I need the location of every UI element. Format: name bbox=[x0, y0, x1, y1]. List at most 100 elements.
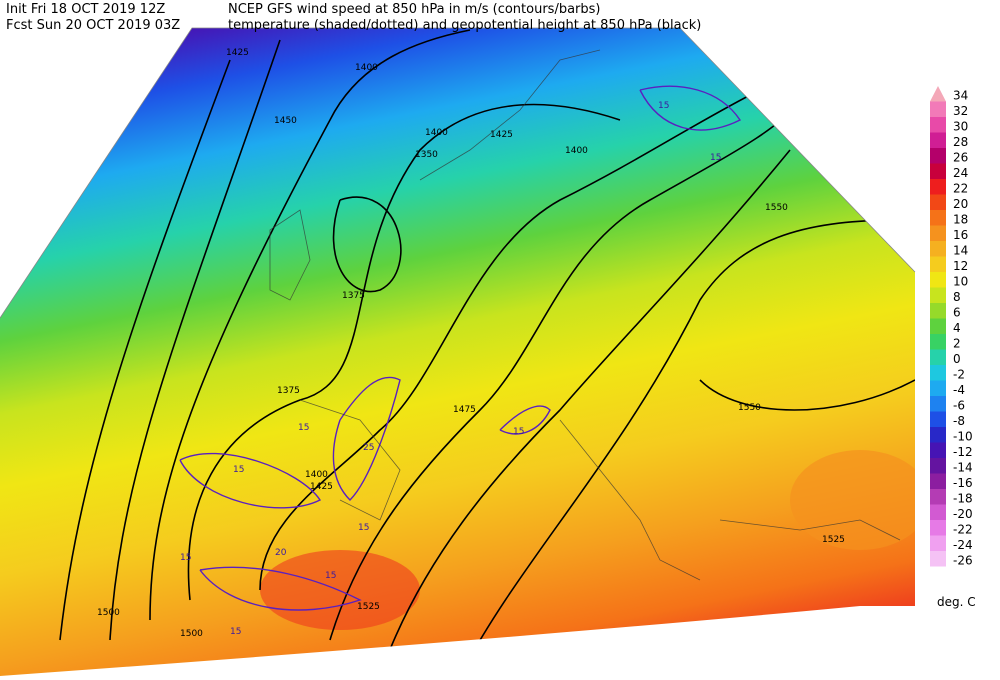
contour-label: 1350 bbox=[415, 150, 438, 160]
colorbar-arrow bbox=[930, 86, 946, 102]
warm-patch bbox=[260, 550, 420, 630]
contour-label: 15 bbox=[298, 423, 309, 433]
contour-label: 1425 bbox=[226, 48, 249, 58]
init-time: Init Fri 18 OCT 2019 12Z bbox=[6, 2, 165, 17]
colorbar-label: -26 bbox=[953, 554, 973, 568]
colorbar-label: 18 bbox=[953, 213, 968, 227]
colorbar-label: 8 bbox=[953, 290, 961, 304]
colorbar-label: 12 bbox=[953, 259, 968, 273]
colorbar-label: -14 bbox=[953, 461, 973, 475]
colorbar-swatch bbox=[930, 225, 946, 241]
wind-contours bbox=[179, 85, 742, 611]
colorbar-swatch bbox=[930, 101, 946, 117]
contour-label: 1525 bbox=[357, 602, 380, 612]
colorbar-swatch bbox=[930, 535, 946, 551]
colorbar-label: 6 bbox=[953, 306, 961, 320]
contour-label: 15 bbox=[710, 153, 721, 163]
colorbar-label: -16 bbox=[953, 476, 973, 490]
colorbar-label: 16 bbox=[953, 228, 968, 242]
colorbar-label: -20 bbox=[953, 507, 973, 521]
colorbar-label: 28 bbox=[953, 135, 968, 149]
colorbar-swatch bbox=[930, 504, 946, 520]
colorbar-swatch bbox=[930, 427, 946, 443]
height-contours bbox=[59, 29, 915, 676]
colorbar-swatch bbox=[930, 411, 946, 427]
colorbar-label: -8 bbox=[953, 414, 965, 428]
contour-label: 15 bbox=[325, 571, 336, 581]
height-labels: 1425 1400 1450 1400 1425 1350 1400 1375 … bbox=[97, 48, 845, 639]
contour-label: 15 bbox=[658, 101, 669, 111]
colorbar-swatch bbox=[930, 117, 946, 133]
colorbar-swatch bbox=[930, 148, 946, 164]
colorbar-label: 22 bbox=[953, 182, 968, 196]
temperature-shading bbox=[0, 28, 915, 676]
map-border bbox=[0, 27, 916, 319]
colorbar-swatch bbox=[930, 132, 946, 148]
contour-label: 15 bbox=[180, 553, 191, 563]
colorbar-swatch bbox=[930, 256, 946, 272]
contour-label: 1400 bbox=[305, 470, 328, 480]
colorbar-label: -10 bbox=[953, 430, 973, 444]
colorbar-swatch bbox=[930, 334, 946, 350]
colorbar-swatch bbox=[930, 396, 946, 412]
colorbar-swatch bbox=[930, 473, 946, 489]
title-line: temperature (shaded/dotted) and geopoten… bbox=[228, 18, 701, 33]
colorbar-swatch bbox=[930, 349, 946, 365]
contour-label: 1475 bbox=[453, 405, 476, 415]
contour-label: 1375 bbox=[277, 386, 300, 396]
contour-label: 1400 bbox=[425, 128, 448, 138]
contour-label: 15 bbox=[233, 465, 244, 475]
colorbar-swatch bbox=[930, 163, 946, 179]
colorbar-label: -2 bbox=[953, 368, 965, 382]
colorbar-swatch bbox=[930, 458, 946, 474]
contour-label: 1375 bbox=[342, 291, 365, 301]
map-area: 1425 1400 1450 1400 1425 1350 1400 1375 … bbox=[0, 28, 915, 676]
colorbar-label: -12 bbox=[953, 445, 973, 459]
title-line: NCEP GFS wind speed at 850 hPa in m/s (c… bbox=[228, 2, 601, 17]
colorbar-swatch bbox=[930, 179, 946, 195]
contour-label: 20 bbox=[275, 548, 287, 558]
colorbar-label: 24 bbox=[953, 166, 968, 180]
colorbar-swatch bbox=[930, 272, 946, 288]
colorbar-swatch bbox=[930, 380, 946, 396]
colorbar-label: 26 bbox=[953, 151, 968, 165]
colorbar-swatch bbox=[930, 287, 946, 303]
colorbar-label: -4 bbox=[953, 383, 965, 397]
contour-label: 1500 bbox=[180, 629, 203, 639]
contour-label: 1525 bbox=[822, 535, 845, 545]
colorbar-label: -22 bbox=[953, 523, 973, 537]
contour-label: 1425 bbox=[490, 130, 513, 140]
contour-label: 15 bbox=[513, 427, 524, 437]
colorbar-swatch bbox=[930, 303, 946, 319]
colorbar-label: 32 bbox=[953, 104, 968, 118]
contour-label: 1425 bbox=[310, 482, 333, 492]
contour-label: 1450 bbox=[274, 116, 297, 126]
wind-labels: 15 15 15 15 20 15 15 15 25 15 15 bbox=[180, 101, 721, 637]
colorbar-label: -24 bbox=[953, 538, 973, 552]
forecast-time: Fcst Sun 20 OCT 2019 03Z bbox=[6, 18, 180, 33]
contour-label: 1400 bbox=[565, 146, 588, 156]
colorbar-swatch bbox=[930, 194, 946, 210]
contour-label: 15 bbox=[358, 523, 369, 533]
contour-label: 1400 bbox=[355, 63, 378, 73]
contour-label: 25 bbox=[363, 443, 374, 453]
contour-label: 15 bbox=[230, 627, 241, 637]
warm-patch bbox=[790, 450, 915, 550]
colorbar-swatch bbox=[930, 520, 946, 536]
colorbar-swatch bbox=[930, 318, 946, 334]
contour-label: 1550 bbox=[765, 203, 788, 213]
colorbar-swatch bbox=[930, 551, 946, 567]
colorbar-label: 2 bbox=[953, 337, 961, 351]
contour-label: 1500 bbox=[97, 608, 120, 618]
colorbar-swatch bbox=[930, 489, 946, 505]
colorbar-label: 34 bbox=[953, 89, 968, 103]
coastlines bbox=[269, 49, 901, 581]
colorbar-label: 30 bbox=[953, 120, 968, 134]
colorbar-unit: deg. C bbox=[937, 595, 976, 609]
colorbar-label: 4 bbox=[953, 321, 961, 335]
colorbar-label: 0 bbox=[953, 352, 961, 366]
colorbar-swatch bbox=[930, 241, 946, 257]
colorbar-label: 10 bbox=[953, 275, 968, 289]
colorbar: 3432302826242220181614121086420-2-4-6-8-… bbox=[930, 86, 973, 568]
